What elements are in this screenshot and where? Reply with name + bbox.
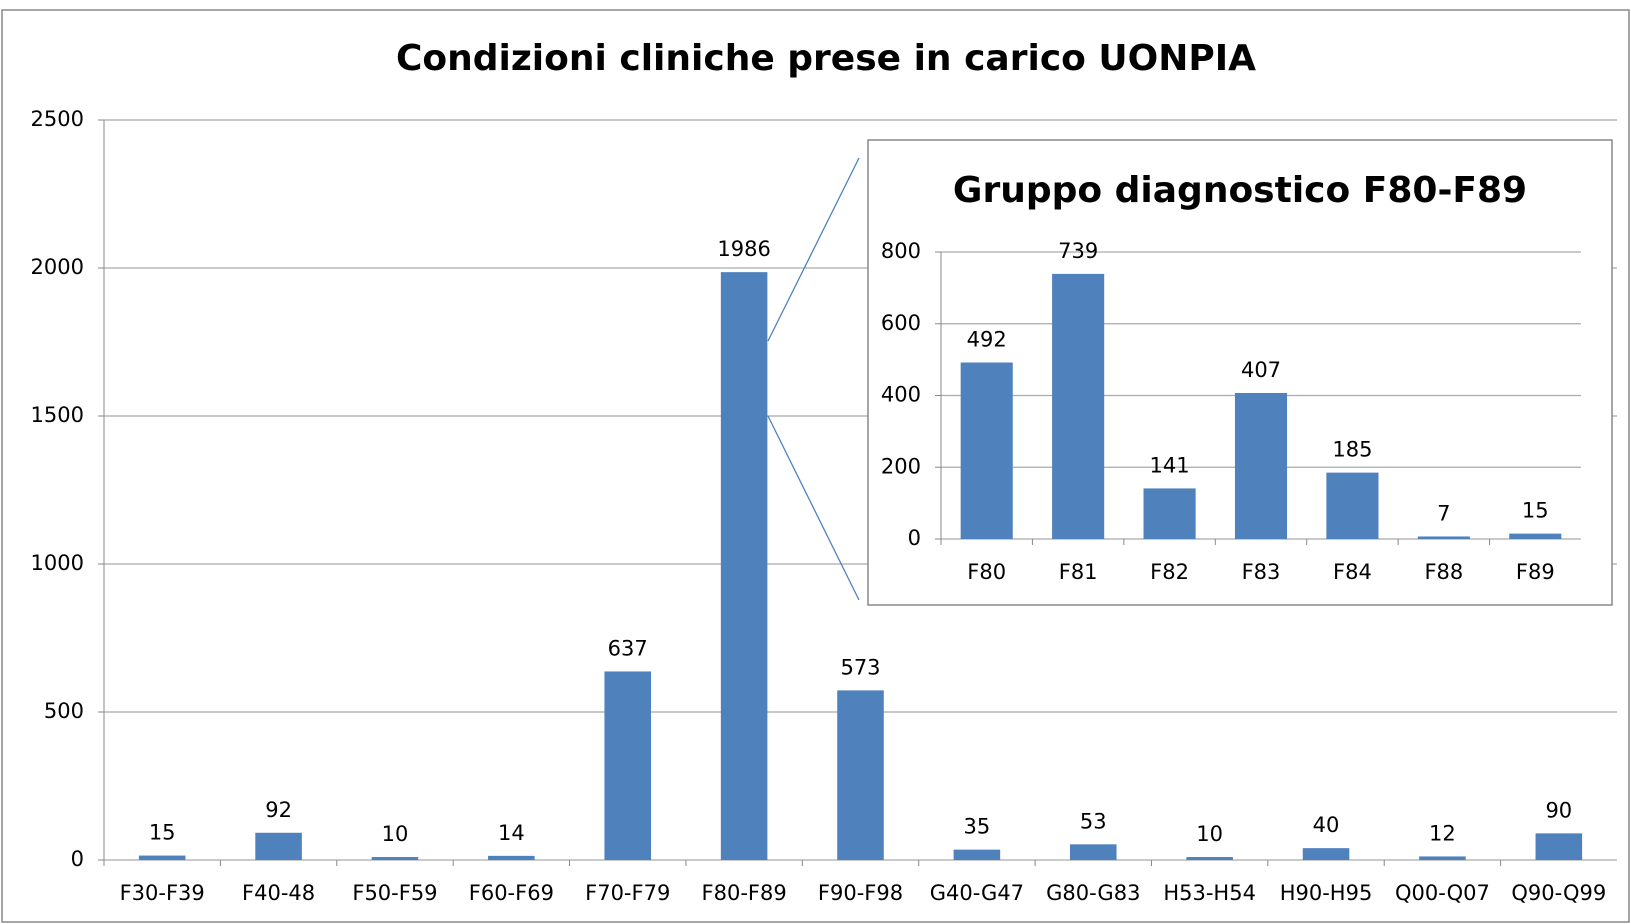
bar <box>1419 856 1466 860</box>
main-chart: Condizioni cliniche prese in carico UONP… <box>31 38 1617 905</box>
data-label: 7 <box>1437 501 1450 525</box>
x-tick-label: F80 <box>967 560 1006 584</box>
bar <box>953 849 1001 860</box>
data-label: 637 <box>608 636 648 660</box>
y-tick-label: 1500 <box>31 403 84 427</box>
x-tick-label: F88 <box>1424 560 1463 584</box>
y-tick-label: 600 <box>881 311 921 335</box>
x-tick-label: F84 <box>1333 560 1372 584</box>
data-label: 1986 <box>717 237 770 261</box>
x-tick-label: Q00-Q07 <box>1395 881 1490 905</box>
x-tick-label: F50-F59 <box>352 881 437 905</box>
bar <box>1417 536 1470 539</box>
y-tick-label: 400 <box>881 383 921 407</box>
data-label: 10 <box>1196 822 1223 846</box>
bar <box>604 671 652 860</box>
x-tick-label: G80-G83 <box>1046 881 1140 905</box>
bar <box>960 362 1013 539</box>
inset-chart: Gruppo diagnostico F80-F89 0 200 400 600 800 4… <box>881 170 1581 584</box>
data-label: 407 <box>1241 358 1281 382</box>
data-label: 14 <box>498 821 525 845</box>
x-tick-label: F90-F98 <box>818 881 903 905</box>
bar <box>837 690 884 860</box>
data-label: 12 <box>1429 821 1456 845</box>
x-tick-label: F60-F69 <box>469 881 554 905</box>
bar <box>1069 844 1117 860</box>
data-label: 492 <box>967 327 1007 351</box>
data-label: 53 <box>1080 809 1107 833</box>
y-tick-label: 1000 <box>31 551 84 575</box>
data-label: 40 <box>1313 813 1340 837</box>
y-tick-label: 800 <box>881 239 921 263</box>
x-tick-label: F40-48 <box>242 881 315 905</box>
x-tick-label: G40-G47 <box>930 881 1024 905</box>
data-label: 141 <box>1150 453 1190 477</box>
connector-line <box>767 157 860 342</box>
x-tick-label: H53-H54 <box>1163 881 1256 905</box>
x-tick-label: F80-F89 <box>702 881 787 905</box>
data-label: 10 <box>382 822 409 846</box>
bar <box>1143 488 1196 539</box>
bar <box>371 857 419 860</box>
x-tick-label: F70-F79 <box>585 881 670 905</box>
bar <box>720 272 768 860</box>
x-tick-label: F30-F39 <box>120 881 205 905</box>
x-tick-label: F81 <box>1059 560 1098 584</box>
y-tick-label: 0 <box>71 847 84 871</box>
data-label: 92 <box>265 798 292 822</box>
data-label: 185 <box>1332 438 1372 462</box>
x-tick-label: F89 <box>1516 560 1555 584</box>
bar <box>138 855 186 860</box>
y-tick-label: 0 <box>908 526 921 550</box>
x-tick-label: H90-H95 <box>1280 881 1373 905</box>
connector-line <box>767 415 860 601</box>
bar <box>1326 472 1379 539</box>
data-label: 15 <box>149 821 176 845</box>
data-label: 739 <box>1058 239 1098 263</box>
x-tick-label: Q90-Q99 <box>1511 881 1606 905</box>
bar <box>488 855 535 860</box>
bar <box>1302 848 1350 860</box>
y-tick-label: 2000 <box>31 255 84 279</box>
y-tick-label: 500 <box>44 699 84 723</box>
data-label: 90 <box>1545 798 1572 822</box>
bar <box>1052 273 1105 539</box>
y-tick-label: 200 <box>881 454 921 478</box>
data-label: 15 <box>1522 499 1549 523</box>
chart-title: Condizioni cliniche prese in carico UONP… <box>396 38 1256 79</box>
x-tick-label: F82 <box>1150 560 1189 584</box>
bar <box>1509 533 1562 539</box>
chart-title: Gruppo diagnostico F80-F89 <box>953 170 1527 211</box>
bar <box>1186 857 1233 860</box>
x-tick-label: F83 <box>1242 560 1281 584</box>
y-tick-label: 2500 <box>31 107 84 131</box>
bar <box>255 832 302 860</box>
bar <box>1535 833 1583 860</box>
data-label: 573 <box>840 655 880 679</box>
bar <box>1234 392 1288 539</box>
data-label: 35 <box>964 815 991 839</box>
